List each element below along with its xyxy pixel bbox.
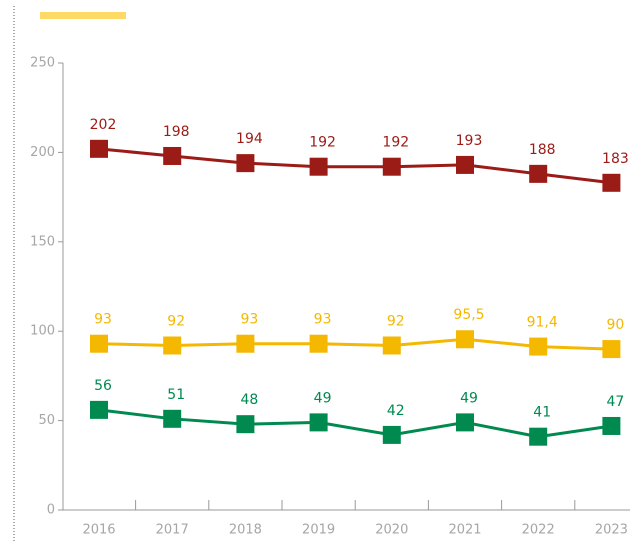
data-label: 183: [602, 151, 629, 167]
data-label: 198: [163, 124, 190, 140]
y-tick-label: 200: [30, 145, 55, 160]
data-label: 47: [606, 394, 624, 410]
header-accent: [40, 12, 126, 19]
data-label: 192: [382, 135, 409, 151]
data-label: 194: [236, 131, 263, 147]
data-label: 95,5: [453, 307, 484, 323]
point-marker: [382, 336, 401, 355]
y-tick-label: 0: [47, 503, 55, 518]
data-label: 41: [533, 405, 551, 421]
point-marker: [602, 340, 621, 359]
data-label: 188: [529, 142, 556, 158]
data-label: 49: [314, 390, 332, 406]
x-tick-label: 2022: [522, 523, 555, 538]
point-marker: [456, 413, 474, 432]
point-marker: [529, 337, 548, 356]
point-marker: [236, 415, 255, 434]
y-tick-label: 150: [30, 234, 55, 249]
data-label: 48: [240, 392, 258, 408]
series-line: [98, 408, 612, 439]
point-marker: [602, 173, 621, 192]
point-marker: [309, 334, 328, 353]
data-label: 93: [314, 312, 332, 328]
point-marker: [456, 155, 474, 174]
point-marker: [90, 139, 108, 158]
data-label: 192: [309, 135, 336, 151]
data-label: 49: [460, 390, 478, 406]
point-marker: [309, 157, 328, 176]
data-label: 51: [167, 387, 185, 403]
x-tick-label: 2021: [448, 523, 481, 538]
x-tick-label: 2023: [595, 523, 628, 538]
series-line: [98, 147, 612, 185]
point-marker: [163, 409, 182, 428]
data-label: 92: [167, 314, 185, 330]
x-tick-label: 2017: [156, 523, 189, 538]
y-tick-label: 250: [30, 56, 55, 71]
point-marker: [309, 413, 328, 432]
data-label: 93: [94, 312, 112, 328]
y-tick-label: 100: [30, 324, 55, 339]
data-label: 202: [90, 117, 117, 133]
x-tick-label: 2020: [375, 523, 408, 538]
point-marker: [163, 146, 182, 165]
point-marker: [529, 164, 548, 183]
data-label: 92: [387, 314, 405, 330]
point-marker: [90, 334, 108, 353]
data-label: 56: [94, 378, 112, 394]
data-label: 91,4: [527, 315, 558, 331]
point-marker: [236, 334, 255, 353]
y-tick-label: 50: [38, 413, 55, 428]
point-marker: [529, 427, 548, 446]
point-marker: [236, 154, 255, 173]
data-label: 42: [387, 403, 405, 419]
x-tick-label: 2018: [229, 523, 262, 538]
series-line: [98, 337, 612, 351]
point-marker: [90, 400, 108, 419]
data-label: 90: [606, 317, 624, 333]
point-marker: [382, 157, 401, 176]
x-tick-label: 2019: [302, 523, 335, 538]
point-marker: [163, 336, 182, 355]
point-marker: [382, 425, 401, 444]
point-marker: [456, 330, 474, 349]
point-marker: [602, 416, 621, 435]
x-tick-label: 2016: [82, 523, 115, 538]
data-label: 193: [456, 133, 483, 149]
data-label: 93: [240, 312, 258, 328]
